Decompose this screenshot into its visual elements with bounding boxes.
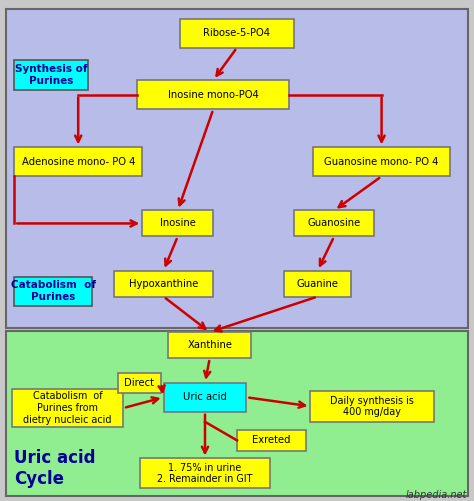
FancyBboxPatch shape [284, 271, 351, 297]
Text: Xanthine: Xanthine [187, 340, 232, 350]
Text: Ribose-5-PO4: Ribose-5-PO4 [203, 28, 271, 38]
Text: Inosine mono-PO4: Inosine mono-PO4 [168, 90, 259, 100]
Text: Guanine: Guanine [297, 279, 338, 289]
Text: Exreted: Exreted [252, 435, 291, 445]
Text: Catabolism  of
Purines from
dietry nucleic acid: Catabolism of Purines from dietry nuclei… [23, 391, 112, 425]
Text: labpedia.net: labpedia.net [406, 490, 467, 500]
FancyBboxPatch shape [310, 391, 434, 422]
Text: 1. 75% in urine
2. Remainder in GIT: 1. 75% in urine 2. Remainder in GIT [157, 462, 253, 484]
Text: Catabolism  of
Purines: Catabolism of Purines [11, 280, 96, 302]
Text: Uric acid
Cycle: Uric acid Cycle [14, 449, 96, 488]
Text: Guanosine: Guanosine [308, 218, 361, 228]
Text: Direct: Direct [124, 378, 155, 388]
FancyBboxPatch shape [12, 389, 123, 427]
FancyBboxPatch shape [140, 458, 270, 488]
Text: Adenosine mono- PO 4: Adenosine mono- PO 4 [21, 157, 135, 167]
Text: Uric acid: Uric acid [183, 392, 227, 402]
FancyBboxPatch shape [168, 332, 251, 358]
FancyBboxPatch shape [137, 80, 289, 109]
FancyBboxPatch shape [6, 9, 468, 328]
FancyBboxPatch shape [313, 147, 450, 176]
FancyBboxPatch shape [114, 271, 213, 297]
FancyBboxPatch shape [118, 373, 161, 393]
FancyBboxPatch shape [180, 19, 294, 48]
FancyBboxPatch shape [6, 331, 468, 496]
FancyBboxPatch shape [14, 277, 92, 306]
FancyBboxPatch shape [237, 430, 306, 451]
FancyBboxPatch shape [14, 60, 88, 90]
FancyBboxPatch shape [294, 210, 374, 236]
Text: Daily synthesis is
400 mg/day: Daily synthesis is 400 mg/day [330, 395, 414, 417]
FancyBboxPatch shape [142, 210, 213, 236]
Text: Guanosine mono- PO 4: Guanosine mono- PO 4 [324, 157, 439, 167]
Text: Hypoxanthine: Hypoxanthine [129, 279, 198, 289]
FancyBboxPatch shape [164, 383, 246, 412]
FancyBboxPatch shape [14, 147, 142, 176]
Text: Synthesis of
Purines: Synthesis of Purines [15, 64, 87, 86]
Text: Inosine: Inosine [160, 218, 196, 228]
